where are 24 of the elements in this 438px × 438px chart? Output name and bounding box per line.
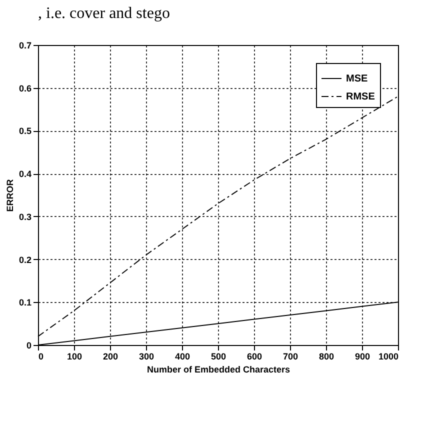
y-tick-label: 0.1: [18, 298, 32, 308]
y-tick-label: 0.3: [18, 212, 32, 222]
x-tick-label: 700: [282, 352, 298, 362]
x-tick-label: 1000: [378, 352, 398, 362]
x-tick-label: 900: [354, 352, 370, 362]
x-tick-label: 800: [318, 352, 334, 362]
y-tick-label: 0: [26, 340, 32, 350]
y-tick-label: 0.5: [18, 126, 32, 136]
legend-label: RMSE: [346, 92, 376, 102]
y-tick-label: 0.7: [18, 40, 32, 50]
y-axis-title: ERROR: [4, 178, 15, 212]
x-tick-label: 0: [38, 352, 44, 362]
x-axis-title: Number of Embedded Characters: [146, 364, 290, 374]
y-tick-label: 0.4: [18, 169, 32, 180]
x-tick-label: 200: [102, 352, 118, 362]
x-tick-label: 400: [174, 352, 190, 362]
x-tick-label: 600: [246, 352, 262, 362]
y-tick-label: 0.6: [18, 83, 32, 94]
x-tick-label: 100: [66, 352, 82, 362]
legend-label: MSE: [346, 74, 368, 84]
x-tick-label: 300: [138, 352, 154, 362]
text: , i.e. cover and stego: [38, 5, 170, 22]
y-tick-label: 0.2: [18, 254, 32, 265]
x-tick-label: 500: [210, 352, 226, 362]
